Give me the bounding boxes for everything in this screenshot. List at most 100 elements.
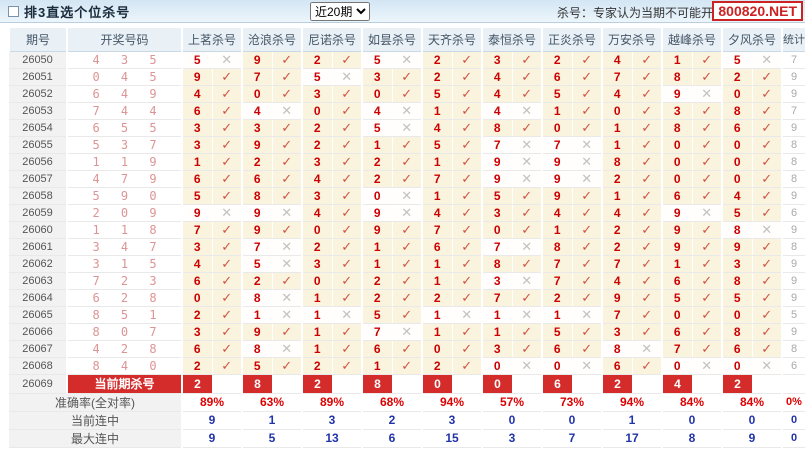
stat-cell: 9 bbox=[781, 289, 805, 307]
current-period-row: 26069 当前期杀号 2 8 2 8 0 0 6 2 4 2 bbox=[9, 374, 805, 394]
kill-number-cell: 0 bbox=[661, 357, 692, 375]
kill-number-cell: 5 bbox=[181, 51, 212, 69]
period-cell: 26058 bbox=[9, 187, 68, 205]
check-icon: ✓ bbox=[631, 187, 662, 205]
kill-number-cell: 9 bbox=[601, 289, 632, 307]
kill-number-cell: 5 bbox=[301, 68, 332, 86]
check-icon: ✓ bbox=[571, 102, 602, 120]
kill-number-cell: 0 bbox=[661, 306, 692, 324]
blank-cell bbox=[392, 374, 422, 394]
stat-cell: 8 bbox=[781, 153, 805, 171]
summary-label: 准确率(全对率) bbox=[9, 393, 183, 412]
check-icon: ✓ bbox=[691, 340, 722, 358]
check-icon: ✓ bbox=[211, 170, 242, 188]
kill-number-cell: 7 bbox=[181, 221, 212, 239]
kill-number-cell: 5 bbox=[721, 204, 752, 222]
check-icon: ✓ bbox=[631, 170, 662, 188]
kill-number-cell: 1 bbox=[421, 306, 452, 324]
check-icon: ✓ bbox=[571, 119, 602, 137]
kill-number-cell: 0 bbox=[721, 153, 752, 171]
kill-number-cell: 4 bbox=[301, 170, 332, 188]
blank-cell bbox=[272, 374, 302, 394]
kill-number-cell: 1 bbox=[361, 357, 392, 375]
cross-icon: ✕ bbox=[391, 51, 422, 69]
kill-number-cell: 8 bbox=[661, 119, 692, 137]
kill-number-cell: 1 bbox=[421, 153, 452, 171]
kill-number-cell: 7 bbox=[541, 136, 572, 154]
check-icon: ✓ bbox=[391, 289, 422, 307]
collapse-checkbox[interactable] bbox=[8, 5, 19, 17]
check-icon: ✓ bbox=[751, 255, 782, 273]
kill-number-cell: 7 bbox=[661, 340, 692, 358]
kill-number-cell: 2 bbox=[421, 68, 452, 86]
kill-number-cell: 8 bbox=[241, 187, 272, 205]
cross-icon: ✕ bbox=[571, 306, 602, 324]
winning-numbers-cell: 6 4 9 bbox=[67, 85, 182, 103]
cross-icon: ✕ bbox=[511, 357, 542, 375]
table-row: 26065 8 5 1 2 ✓ 1 ✕ 1 ✕ 5 ✓ 1 ✕ 1 ✕ 1 ✕ 7 ✓ 0 ✓ 0 ✓ 5 bbox=[9, 306, 805, 324]
streak-cell: 5 bbox=[241, 429, 302, 448]
check-icon: ✓ bbox=[211, 221, 242, 239]
winning-numbers-cell: 8 0 7 bbox=[67, 323, 182, 341]
check-icon: ✓ bbox=[451, 187, 482, 205]
accuracy-cell: 63% bbox=[241, 393, 302, 412]
kill-number-cell: 7 bbox=[601, 255, 632, 273]
winning-numbers-cell: 8 4 0 bbox=[67, 357, 182, 375]
summary-label: 最大连中 bbox=[9, 429, 183, 448]
kill-number-cell: 9 bbox=[661, 221, 692, 239]
check-icon: ✓ bbox=[751, 68, 782, 86]
cross-icon: ✕ bbox=[511, 136, 542, 154]
check-icon: ✓ bbox=[331, 136, 362, 154]
check-icon: ✓ bbox=[271, 85, 302, 103]
kill-number-cell: 2 bbox=[361, 289, 392, 307]
kill-number-cell: 0 bbox=[661, 170, 692, 188]
streak-cell: 0 bbox=[661, 411, 722, 430]
kill-number-cell: 3 bbox=[601, 323, 632, 341]
period-range-select[interactable]: 近20期 bbox=[310, 2, 370, 21]
check-icon: ✓ bbox=[691, 119, 722, 137]
kill-number-cell: 1 bbox=[661, 255, 692, 273]
kill-number-cell: 8 bbox=[601, 340, 632, 358]
kill-number-cell: 2 bbox=[421, 51, 452, 69]
streak-cell: 7 bbox=[541, 429, 602, 448]
cross-icon: ✕ bbox=[691, 85, 722, 103]
check-icon: ✓ bbox=[211, 272, 242, 290]
check-icon: ✓ bbox=[331, 272, 362, 290]
period-cell: 26061 bbox=[9, 238, 68, 256]
kill-number-cell: 1 bbox=[421, 187, 452, 205]
kill-number-cell: 4 bbox=[601, 51, 632, 69]
streak-cell: 15 bbox=[421, 429, 482, 448]
kill-number-cell: 0 bbox=[541, 119, 572, 137]
check-icon: ✓ bbox=[211, 306, 242, 324]
check-icon: ✓ bbox=[691, 238, 722, 256]
streak-cell: 3 bbox=[481, 429, 542, 448]
stat-cell: 8 bbox=[781, 170, 805, 188]
table-row: 26051 0 4 5 9 ✓ 7 ✓ 5 ✕ 3 ✓ 2 ✓ 4 ✓ 6 ✓ 7 ✓ 8 ✓ 2 ✓ 9 bbox=[9, 68, 805, 86]
title-bar: 排3直选个位杀号 近20期 杀号：专家认为当期不可能开出 800820.NET bbox=[0, 0, 805, 23]
kill-number-cell: 2 bbox=[301, 119, 332, 137]
kill-note: 杀号：专家认为当期不可能开出 bbox=[556, 6, 725, 20]
kill-number-cell: 3 bbox=[481, 204, 512, 222]
kill-number-cell: 5 bbox=[721, 289, 752, 307]
kill-number-cell: 2 bbox=[241, 272, 272, 290]
check-icon: ✓ bbox=[571, 68, 602, 86]
streak-cell: 0 bbox=[541, 411, 602, 430]
table-row: 26058 5 9 0 5 ✓ 8 ✓ 3 ✓ 0 ✕ 1 ✓ 5 ✓ 9 ✓ 1 ✓ 6 ✓ 4 ✓ 9 bbox=[9, 187, 805, 205]
current-kill-number-cell: 0 bbox=[481, 374, 512, 394]
cross-icon: ✕ bbox=[631, 340, 662, 358]
kill-number-cell: 2 bbox=[181, 357, 212, 375]
accuracy-cell: 89% bbox=[301, 393, 362, 412]
check-icon: ✓ bbox=[511, 255, 542, 273]
table-row: 26054 6 5 5 3 ✓ 3 ✓ 2 ✓ 5 ✕ 4 ✓ 8 ✓ 0 ✓ 1 ✓ 8 ✓ 6 ✓ 9 bbox=[9, 119, 805, 137]
accuracy-cell: 0% bbox=[781, 393, 805, 412]
check-icon: ✓ bbox=[331, 204, 362, 222]
kill-number-cell: 6 bbox=[541, 68, 572, 86]
period-cell: 26069 bbox=[9, 374, 68, 394]
check-icon: ✓ bbox=[691, 136, 722, 154]
kill-number-cell: 0 bbox=[721, 85, 752, 103]
table-row: 26052 6 4 9 4 ✓ 0 ✓ 3 ✓ 0 ✓ 5 ✓ 4 ✓ 5 ✓ 4 ✓ 9 ✕ 0 ✓ 9 bbox=[9, 85, 805, 103]
kill-number-cell: 1 bbox=[481, 323, 512, 341]
kill-number-cell: 1 bbox=[361, 238, 392, 256]
table-row: 26056 1 1 9 1 ✓ 2 ✓ 3 ✓ 2 ✓ 1 ✓ 9 ✕ 9 ✕ 8 ✓ 0 ✓ 0 ✓ 8 bbox=[9, 153, 805, 171]
blank-cell bbox=[332, 374, 362, 394]
